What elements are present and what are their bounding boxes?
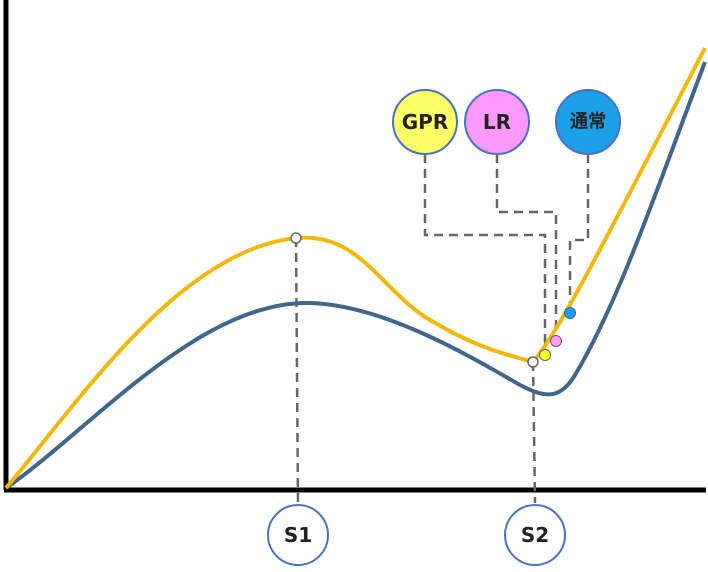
- s1-bubble: [267, 504, 329, 566]
- lr-label: LR: [483, 110, 511, 134]
- s1-label: S1: [284, 523, 312, 547]
- normal-bubble: [555, 89, 621, 155]
- yellow-curve: [4, 47, 707, 490]
- s2-bubble: [504, 504, 566, 566]
- s2-label: S2: [521, 523, 549, 547]
- lr-point: [550, 335, 562, 347]
- s2-guide: [531, 361, 537, 504]
- gpr-label: GPR: [402, 110, 448, 134]
- s1-point: [290, 232, 302, 244]
- lr-bubble: [464, 89, 530, 155]
- gpr-bubble: [392, 89, 458, 155]
- gpr-guide: [423, 154, 547, 355]
- gpr-point: [539, 349, 551, 361]
- s1-guide: [294, 237, 300, 504]
- blue-curve: [4, 61, 707, 490]
- lr-guide: [495, 154, 558, 341]
- normal-label: 通常: [570, 111, 606, 133]
- normal-guide: [568, 154, 590, 313]
- normal-point: [564, 307, 576, 319]
- s2-point: [527, 356, 539, 368]
